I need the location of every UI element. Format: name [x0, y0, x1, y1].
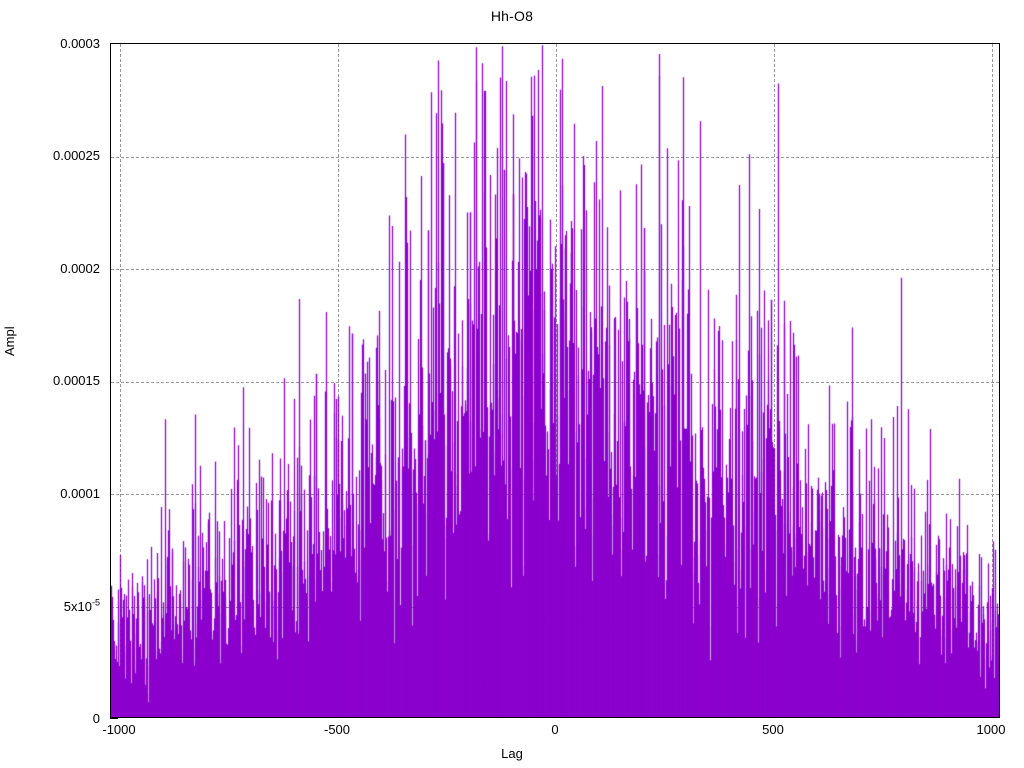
y-tick-label-0.00025: 0.00025	[53, 148, 100, 163]
y-tick-label-0.0001: 0.0001	[60, 486, 100, 501]
y-tick-label-0.0002: 0.0002	[60, 261, 100, 276]
y-tick-label-0.0003: 0.0003	[60, 36, 100, 51]
x-tick-label-minus500: -500	[323, 722, 351, 737]
x-tick-label-minus1000: -1000	[102, 722, 136, 737]
y-axis-title: Ampl	[2, 326, 17, 356]
y-tick-label-0.00015: 0.00015	[53, 373, 100, 388]
impulse-series-canvas	[111, 44, 999, 717]
y-tick-label-0: 0	[92, 711, 100, 726]
x-tick-label-500: 500	[762, 722, 784, 737]
plot-area	[110, 43, 1000, 718]
x-axis-title: Lag	[501, 746, 523, 761]
chart-title: Hh-O8	[490, 8, 534, 24]
x-tick-label-1000: 1000	[976, 722, 1006, 737]
y-tick-mark	[110, 718, 118, 719]
y-tick-label-5e-5: 5x10-5	[63, 598, 100, 615]
x-tick-label-0: 0	[551, 722, 559, 737]
